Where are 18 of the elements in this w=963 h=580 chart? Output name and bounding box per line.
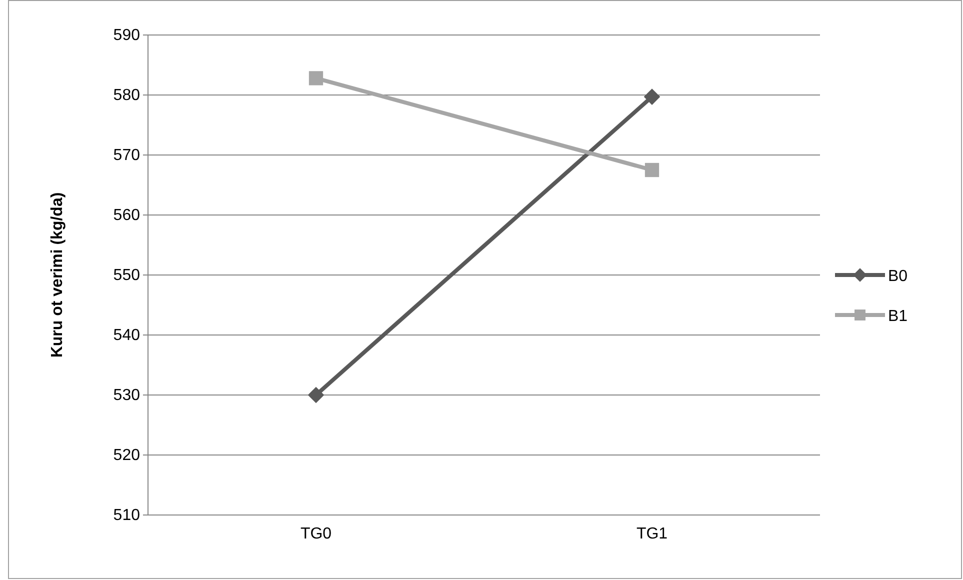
legend-label: B0 [888, 268, 908, 285]
point [644, 162, 660, 178]
y-tick-label: 520 [113, 447, 140, 464]
y-axis-title: Kuru ot verimi (kg/da) [49, 192, 66, 358]
legend-label: B1 [888, 308, 908, 325]
point [644, 88, 660, 105]
x-tick-label: TG0 [300, 525, 332, 542]
y-tick-label: 550 [113, 267, 140, 284]
point [308, 386, 324, 404]
y-tick-label: 590 [113, 27, 140, 44]
y-tick-label: 540 [113, 327, 140, 344]
y-tick-label: 530 [113, 387, 140, 404]
x-tick-label: TG1 [636, 525, 668, 542]
y-tick-label: 580 [113, 87, 140, 104]
y-tick-label: 510 [113, 507, 140, 524]
y-tick-label: 560 [113, 207, 140, 224]
y-tick-label: 570 [113, 147, 140, 164]
point [308, 71, 324, 86]
